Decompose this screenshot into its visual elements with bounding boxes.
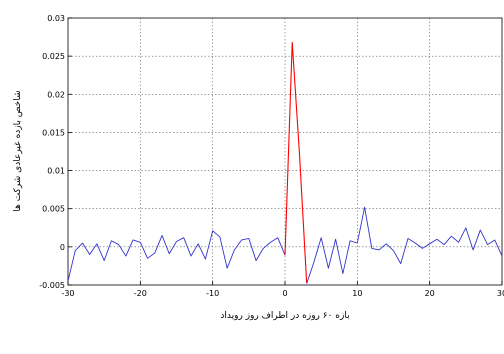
series-line-2 [284,41,308,284]
x-tick-label: 10 [352,289,362,298]
x-tick-label: 30 [497,289,504,298]
series-group [67,41,503,284]
y-tick-label: 0 [60,243,65,252]
y-tick-label: 0.03 [47,14,65,23]
y-tick-label: 0.015 [42,128,65,137]
y-tick-label: 0.005 [42,205,65,214]
ticks: -30 -20 -10 0 10 20 30 -0.005 0 0.005 0.01 0.015 0.0… [39,14,504,298]
y-tick-label: 0.01 [47,167,65,176]
y-tick-label: 0.02 [47,90,65,99]
y-axis-title: شاخص بازده غیرعادی شرکت ها [13,90,23,211]
y-tick-label: 0.025 [42,52,65,61]
x-axis-title: بازه ۶۰ روزه در اطراف روز رویداد [220,311,349,321]
x-tick-label: 0 [282,289,287,298]
x-tick-label: -20 [134,289,147,298]
series-line-1 [67,230,286,282]
y-tick-label: -0.005 [39,281,65,290]
x-tick-label: 20 [425,289,435,298]
x-tick-label: -30 [61,289,74,298]
x-tick-label: -10 [206,289,219,298]
series-line-3 [306,206,503,284]
